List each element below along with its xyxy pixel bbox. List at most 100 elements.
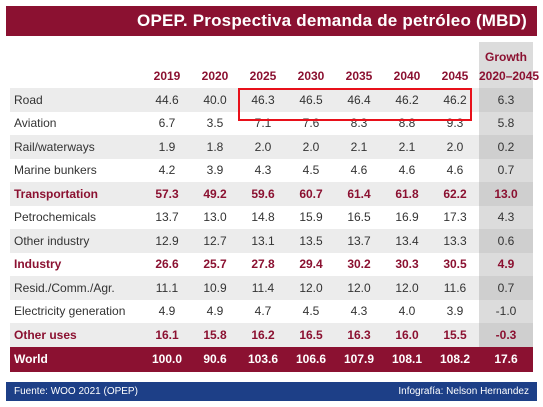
growth-header: Growth — [479, 42, 533, 64]
table-row: World 100.0 90.6 103.6 106.6 107.9 108.1 108.2 1… — [10, 346, 533, 372]
value-cell: 4.6 — [350, 163, 368, 178]
value-cell: 49.2 — [191, 182, 239, 206]
value-cell: 16.5 — [287, 323, 335, 347]
year-header: 2020 — [201, 69, 229, 83]
value-cell: 13.4 — [383, 229, 431, 253]
year-header: 2045 — [441, 69, 469, 83]
growth-cell: 0.7 — [479, 158, 533, 182]
value-cell: 107.9 — [335, 346, 383, 372]
value-cell: 11.6 — [431, 276, 479, 300]
row-label: Other uses — [10, 323, 143, 347]
growth-cell: 17.6 — [479, 346, 533, 372]
value-cell: 1.9 — [143, 135, 191, 159]
credit-text: Infografía: Nelson Hernandez — [398, 386, 529, 397]
value-cell: 90.6 — [191, 346, 239, 372]
value-cell: 16.2 — [239, 323, 287, 347]
row-label: World — [10, 346, 143, 372]
value-cell: 4.0 — [398, 304, 416, 319]
year-header: 2019 — [153, 69, 181, 83]
year-header: 2025 — [249, 69, 277, 83]
row-label: Marine bunkers — [14, 163, 97, 178]
value-cell: 4.9 — [206, 304, 224, 319]
value-cell: 106.6 — [287, 346, 335, 372]
value-cell: 4.2 — [158, 163, 176, 178]
value-cell: 8.3 — [350, 116, 368, 131]
page-title: OPEP. Prospectiva demanda de petróleo (M… — [6, 6, 537, 36]
row-label: Petrochemicals — [14, 210, 97, 225]
value-cell: 3.5 — [206, 116, 224, 131]
infographic-frame: OPEP. Prospectiva demanda de petróleo (M… — [6, 6, 539, 401]
value-cell: 9.3 — [446, 116, 464, 131]
value-cell: 16.9 — [395, 210, 419, 225]
value-cell: 46.3 — [239, 88, 287, 112]
value-cell: 13.1 — [239, 229, 287, 253]
value-cell: 29.4 — [299, 257, 323, 272]
table-row: Rail/waterways 1.9 1.8 2.0 2.0 2.1 2.1 2.0 0.2 — [10, 135, 533, 159]
table-row: Aviation 6.7 3.5 7.1 7.6 8.3 8.8 9.3 5.8 — [10, 111, 533, 135]
value-cell: 60.7 — [287, 182, 335, 206]
row-label: Transportation — [10, 182, 143, 206]
value-cell: 2.1 — [383, 135, 431, 159]
value-cell: 11.1 — [143, 276, 191, 300]
value-cell: 100.0 — [143, 346, 191, 372]
value-cell: 16.0 — [383, 323, 431, 347]
value-cell: 13.0 — [203, 210, 227, 225]
table-row: Marine bunkers 4.2 3.9 4.3 4.5 4.6 4.6 4.6 0.7 — [10, 158, 533, 182]
value-cell: 44.6 — [143, 88, 191, 112]
value-cell: 26.6 — [155, 257, 179, 272]
value-cell: 4.5 — [302, 304, 320, 319]
value-cell: 2.0 — [287, 135, 335, 159]
growth-cell: 13.0 — [479, 182, 533, 206]
value-cell: 7.1 — [254, 116, 272, 131]
value-cell: 108.1 — [383, 346, 431, 372]
footer-bar: Fuente: WOO 2021 (OPEP) Infografía: Nels… — [6, 382, 537, 401]
value-cell: 4.3 — [254, 163, 272, 178]
row-label: Electricity generation — [14, 304, 126, 319]
oil-demand-table: Growth 2019 2020 2025 2030 2035 2040 204… — [10, 42, 539, 372]
growth-cell: 4.3 — [479, 205, 533, 229]
value-cell: 59.6 — [239, 182, 287, 206]
row-label: Rail/waterways — [10, 135, 143, 159]
table-row: Other industry 12.9 12.7 13.1 13.5 13.7 13.4 13… — [10, 229, 533, 253]
value-cell: 7.6 — [302, 116, 320, 131]
value-cell: 12.0 — [335, 276, 383, 300]
row-label: Aviation — [14, 116, 57, 131]
value-cell: 4.9 — [158, 304, 176, 319]
value-cell: 46.4 — [335, 88, 383, 112]
value-cell: 13.7 — [155, 210, 179, 225]
value-cell: 61.4 — [335, 182, 383, 206]
header-label-blank — [10, 64, 143, 88]
value-cell: 15.9 — [299, 210, 323, 225]
value-cell: 6.7 — [158, 116, 176, 131]
value-cell: 2.0 — [431, 135, 479, 159]
value-cell: 4.6 — [446, 163, 464, 178]
header-blank — [10, 42, 143, 64]
row-label: Resid./Comm./Agr. — [10, 276, 143, 300]
value-cell: 4.6 — [398, 163, 416, 178]
value-cell: 15.5 — [431, 323, 479, 347]
row-label: Other industry — [10, 229, 143, 253]
value-cell: 27.8 — [251, 257, 275, 272]
value-cell: 16.1 — [143, 323, 191, 347]
value-cell: 1.8 — [191, 135, 239, 159]
value-cell: 13.7 — [335, 229, 383, 253]
growth-cell: 6.3 — [479, 88, 533, 112]
value-cell: 2.0 — [239, 135, 287, 159]
value-cell: 30.2 — [347, 257, 371, 272]
growth-cell: -0.3 — [479, 323, 533, 347]
value-cell: 46.5 — [287, 88, 335, 112]
value-cell: 14.8 — [251, 210, 275, 225]
value-cell: 4.7 — [254, 304, 272, 319]
value-cell: 57.3 — [143, 182, 191, 206]
table-row: Petrochemicals 13.7 13.0 14.8 15.9 16.5 16.9 17… — [10, 205, 533, 229]
value-cell: 13.5 — [287, 229, 335, 253]
value-cell: 30.3 — [395, 257, 419, 272]
growth-cell: 4.9 — [479, 252, 533, 276]
header-row-top: Growth — [10, 42, 533, 64]
header-row-years: 2019 2020 2025 2030 2035 2040 2045 2020–… — [10, 64, 539, 88]
table-row: Industry 26.6 25.7 27.8 29.4 30.2 30.3 30.5 4.9 — [10, 252, 533, 276]
table-row: Transportation 57.3 49.2 59.6 60.7 61.4 61.8 62… — [10, 182, 533, 206]
value-cell: 11.4 — [239, 276, 287, 300]
value-cell: 30.5 — [443, 257, 467, 272]
growth-cell: 0.6 — [479, 229, 533, 253]
